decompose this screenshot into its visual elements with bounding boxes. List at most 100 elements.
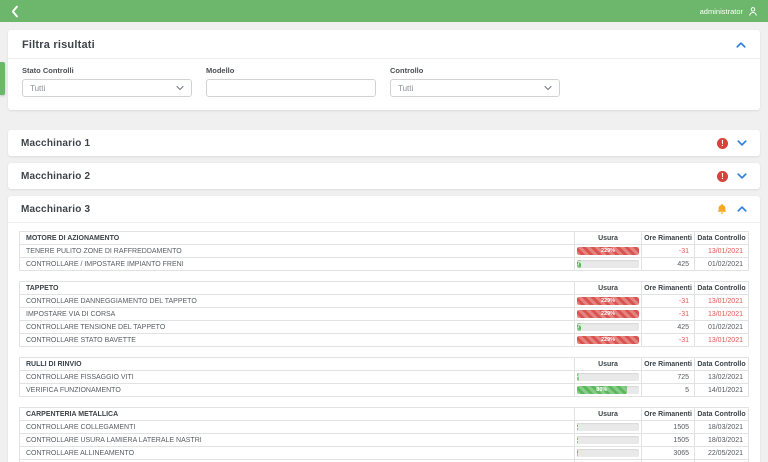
main-content: Filtra risultati Stato Controlli Tutti Mod… — [0, 22, 768, 462]
ore-rimanenti-value: 425 — [641, 320, 695, 334]
usura-bar-label: 229% — [600, 337, 616, 343]
usura-bar-fill: 2% — [577, 423, 579, 431]
usura-bar-label: 2% — [577, 423, 578, 431]
machine-header[interactable]: Macchinario 1! — [8, 130, 760, 156]
controllo-select[interactable]: Tutti — [390, 79, 560, 97]
usura-bar: 229% — [577, 297, 639, 305]
data-controllo-value: 13/01/2021 — [694, 307, 749, 321]
filter-panel: Filtra risultati Stato Controlli Tutti Mod… — [8, 30, 760, 110]
usura-bar-fill: 7% — [577, 260, 582, 268]
back-button[interactable] — [10, 5, 19, 18]
task-description: CONTROLLARE STATO BAVETTE — [19, 333, 575, 347]
task-description: CONTROLLARE ALLINEAMENTO — [19, 446, 575, 460]
filter-field-stato-controlli: Stato Controlli Tutti — [22, 66, 192, 97]
column-header-data-controllo: Data Controllo — [694, 281, 749, 295]
chevron-up-icon[interactable] — [737, 205, 747, 213]
usura-cell: 229% — [574, 294, 642, 308]
task-description: CONTROLLARE USURA LAMIERA LATERALE NASTR… — [19, 433, 575, 447]
task-description: IMPOSTARE VIA DI CORSA — [19, 307, 575, 321]
data-controllo-value: 14/01/2021 — [694, 383, 749, 397]
usura-bar: 7% — [577, 260, 639, 268]
chevron-down-icon[interactable] — [737, 172, 747, 180]
chevron-left-icon — [10, 5, 19, 18]
chevron-down-icon — [544, 85, 552, 91]
usura-cell: 80% — [574, 383, 642, 397]
usura-bar-label: 229% — [600, 311, 616, 317]
usura-bar-label: 2% — [577, 436, 578, 444]
machine-title: Macchinario 3 — [21, 203, 91, 215]
usura-bar: 229% — [577, 336, 639, 344]
user-icon[interactable] — [748, 6, 758, 17]
user-label: administrator — [699, 6, 743, 16]
alert-circle-icon: ! — [717, 170, 728, 182]
machine-header[interactable]: Macchinario 2! — [8, 163, 760, 189]
machine-detail: MOTORE DI AZIONAMENTO Usura Ore Rimanenti D… — [8, 222, 760, 462]
task-description: CONTROLLARE TENSIONE DEL TAPPETO — [19, 320, 575, 334]
column-header-data-controllo: Data Controllo — [694, 407, 749, 421]
side-panel-handle[interactable] — [0, 62, 5, 95]
chevron-down-icon — [176, 85, 184, 91]
table-row: CONTROLLARE DANNEGGIAMENTO DEL TAPPETO 22… — [19, 294, 749, 308]
checks-table: CARPENTERIA METALLICA Usura Ore Rimanenti D… — [19, 407, 749, 462]
machine-card: Macchinario 1! — [8, 130, 760, 156]
usura-bar-fill: 2% — [577, 436, 579, 444]
filter-fields: Stato Controlli Tutti Modello Controllo Tutt… — [8, 59, 760, 110]
modello-input[interactable] — [214, 83, 368, 93]
data-controllo-value: 13/01/2021 — [694, 294, 749, 308]
column-header-data-controllo: Data Controllo — [694, 357, 749, 371]
data-controllo-value: 13/01/2021 — [694, 244, 749, 258]
machine-header[interactable]: Macchinario 3 — [8, 196, 760, 222]
table-row: CONTROLLARE STATO BAVETTE 229% -31 13/01/20… — [19, 333, 749, 347]
table-row: 2% — [19, 459, 749, 462]
ore-rimanenti-value: 1505 — [641, 420, 695, 434]
field-label: Modello — [206, 66, 235, 75]
column-header-usura: Usura — [574, 407, 642, 421]
usura-cell: 1% — [574, 446, 642, 460]
field-label: Controllo — [390, 66, 424, 75]
usura-cell: 7% — [574, 320, 642, 334]
ore-rimanenti-value: 3065 — [641, 446, 695, 460]
data-controllo-value: 01/02/2021 — [694, 257, 749, 271]
usura-bar-label: 7% — [577, 324, 581, 330]
ore-rimanenti-value: 1505 — [641, 433, 695, 447]
table-row: TENERE PULITO ZONE DI RAFFREDDAMENTO 229%… — [19, 244, 749, 258]
ore-rimanenti-value: -31 — [641, 333, 695, 347]
column-header-data-controllo: Data Controllo — [694, 231, 749, 245]
task-description: CONTROLLARE / IMPOSTARE IMPIANTO FRENI — [19, 257, 575, 271]
usura-bar-fill: 1% — [577, 449, 578, 457]
usura-bar-label: 1% — [577, 449, 578, 457]
ore-rimanenti-value: -31 — [641, 294, 695, 308]
section-title: MOTORE DI AZIONAMENTO — [19, 231, 575, 245]
data-controllo-value: 13/02/2021 — [694, 370, 749, 384]
filter-field-modello: Modello — [206, 66, 376, 97]
usura-bar-label: 7% — [577, 261, 581, 267]
machine-card: Macchinario 3 MOTORE DI AZIONAMENTO Usura O… — [8, 196, 760, 462]
usura-bar: 2% — [577, 436, 639, 444]
table-row: CONTROLLARE USURA LAMIERA LATERALE NASTR… — [19, 433, 749, 447]
collapse-chevron-up-icon[interactable] — [736, 41, 746, 49]
task-description: TENERE PULITO ZONE DI RAFFREDDAMENTO — [19, 244, 575, 258]
task-description: VERIFICA FUNZIONAMENTO — [19, 383, 575, 397]
usura-cell: 2% — [574, 433, 642, 447]
selected-value: Tutti — [398, 83, 414, 93]
data-controllo-value: 01/02/2021 — [694, 320, 749, 334]
chevron-down-icon[interactable] — [737, 139, 747, 147]
machine-title: Macchinario 2 — [21, 170, 91, 182]
usura-bar-fill: 229% — [577, 247, 639, 255]
table-row: CONTROLLARE FISSAGGIO VITI4% 72513/02/202… — [19, 370, 749, 384]
usura-bar-label: 229% — [600, 298, 616, 304]
usura-bar-fill: 4% — [577, 373, 580, 381]
usura-bar: 4% — [577, 373, 639, 381]
usura-bar-fill: 229% — [577, 336, 639, 344]
table-row: IMPOSTARE VIA DI CORSA 229% -31 13/01/2021 — [19, 307, 749, 321]
stato-controlli-select[interactable]: Tutti — [22, 79, 192, 97]
column-header-ore-rimanenti: Ore Rimanenti — [641, 357, 695, 371]
section-title: CARPENTERIA METALLICA — [19, 407, 575, 421]
usura-cell: 7% — [574, 257, 642, 271]
usura-bar: 229% — [577, 310, 639, 318]
column-header-usura: Usura — [574, 281, 642, 295]
usura-bar-fill: 7% — [577, 323, 582, 331]
usura-bar-label: 80% — [596, 387, 608, 393]
